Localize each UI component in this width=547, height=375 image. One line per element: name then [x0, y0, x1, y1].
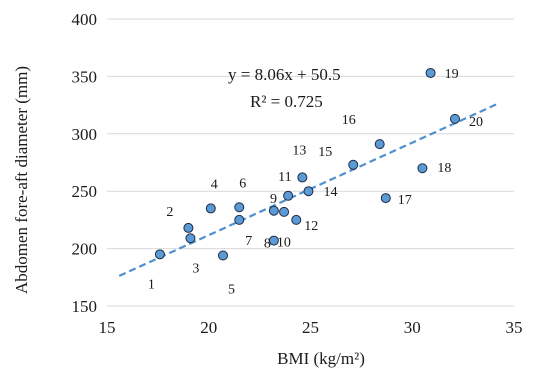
data-point [268, 235, 279, 246]
x-tick-label: 15 [99, 318, 116, 337]
point-label: 13 [292, 143, 306, 158]
r-squared-label: R² = 0.725 [250, 92, 323, 111]
y-tick-label: 150 [72, 297, 98, 316]
point-label: 14 [323, 185, 337, 200]
x-tick-label: 20 [200, 318, 217, 337]
point-label: 9 [270, 192, 277, 207]
point-label: 11 [278, 170, 291, 185]
point-label: 17 [398, 193, 412, 208]
point-label: 7 [245, 234, 252, 249]
data-point [297, 172, 308, 183]
point-label: 19 [445, 67, 459, 82]
data-point [303, 186, 314, 197]
points-layer [154, 67, 460, 261]
point-label: 18 [437, 161, 451, 176]
x-tick-label: 30 [404, 318, 421, 337]
equation-label: y = 8.06x + 50.5 [228, 65, 341, 84]
data-point [268, 205, 279, 216]
y-tick-label: 350 [72, 67, 98, 86]
data-point [234, 202, 245, 213]
point-label: 6 [239, 176, 246, 191]
data-point [374, 139, 385, 150]
data-point [291, 214, 302, 225]
data-point [185, 233, 196, 244]
data-point [348, 159, 359, 170]
point-label: 8 [264, 237, 271, 252]
x-tick-label: 35 [506, 318, 523, 337]
point-label: 5 [228, 282, 235, 297]
point-label: 20 [469, 115, 483, 130]
data-point [417, 163, 428, 174]
x-axis-title: BMI (kg/m²) [277, 349, 365, 368]
point-label: 15 [318, 145, 332, 160]
data-point [154, 249, 165, 260]
data-point [425, 67, 436, 78]
data-point [205, 203, 216, 214]
point-label: 10 [277, 236, 291, 251]
data-point [279, 206, 290, 217]
y-tick-label: 250 [72, 182, 98, 201]
data-point [380, 193, 391, 204]
y-tick-label: 400 [72, 10, 98, 29]
y-axis-title: Abdomen fore-aft diameter (mm) [12, 66, 31, 294]
data-point [217, 250, 228, 261]
trendline-layer [118, 102, 499, 277]
grid-layer [107, 18, 514, 307]
trendline [118, 102, 499, 277]
y-tick-label: 200 [72, 240, 98, 259]
data-point [183, 222, 194, 233]
x-tick-label: 25 [302, 318, 319, 337]
point-label: 2 [166, 205, 173, 220]
data-point [449, 113, 460, 124]
point-label: 1 [148, 277, 155, 292]
data-point [234, 214, 245, 225]
point-label: 3 [192, 261, 199, 276]
data-point [283, 190, 294, 201]
point-label: 16 [342, 113, 356, 128]
point-label: 12 [304, 219, 318, 234]
point-label: 4 [211, 177, 218, 192]
y-tick-label: 300 [72, 125, 98, 144]
